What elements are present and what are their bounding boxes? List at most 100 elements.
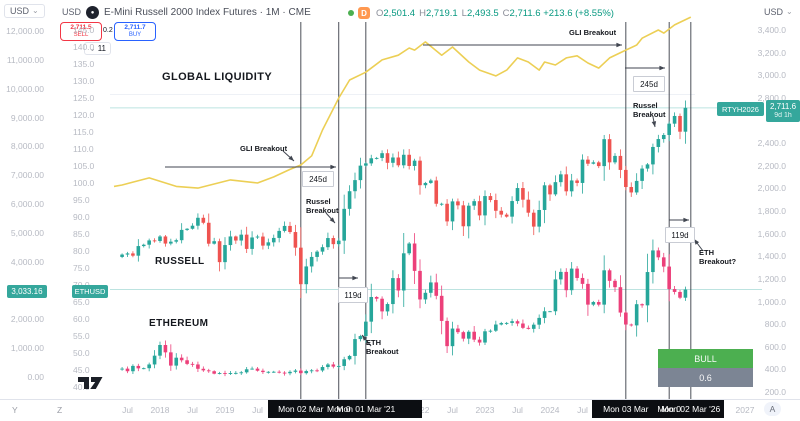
left-axis-secondary-tick: 55.0	[73, 331, 90, 341]
gli-breakout-annotation-right: GLI Breakout	[569, 28, 617, 37]
eth-symbol-badge: ETHUSD	[72, 285, 108, 298]
chevron-down-icon: ⌄	[32, 6, 39, 15]
right-axis-tick: 3,400.0	[757, 25, 786, 35]
left-axis-secondary-tick: 80.0	[73, 246, 90, 256]
left-axis-currency-dropdown[interactable]: USD ⌄	[4, 4, 45, 18]
axis-toggle-z[interactable]: Z	[57, 405, 63, 415]
gli-breakout-annotation-left: GLI Breakout	[240, 144, 288, 153]
left-axis-secondary-tick: 115.0	[73, 127, 94, 137]
eth-breakout-annotation-left: ETH Breakout	[366, 338, 399, 356]
left-axis-tick: 2,000.00	[10, 314, 44, 325]
rty-contract-badge: RTYH2026	[717, 102, 764, 116]
russell-label: RUSSELL	[155, 256, 205, 267]
sell-label: SELL	[73, 31, 89, 38]
right-axis-tick: 1,800.0	[757, 206, 786, 216]
measure-119d-left[interactable]: 119d	[338, 287, 368, 303]
right-axis-currency-dropdown[interactable]: USD ⌄	[764, 7, 793, 17]
left-axis-secondary-tick: 75.0	[73, 263, 90, 273]
left-price-axis-secondary[interactable]: 145.0 140.0 135.0 130.0 125.0 120.0 115.0 110.0…	[73, 0, 103, 409]
left-axis-secondary-tick: 120.0	[73, 110, 95, 120]
sell-price: 2,711.5	[70, 23, 92, 31]
left-axis-secondary-tick: 65.0	[73, 297, 90, 307]
rty-last-price: 2,711.6	[769, 101, 797, 111]
left-axis-secondary-tick: 140.0	[73, 42, 95, 52]
left-axis-tick: 1,000.00	[10, 343, 44, 354]
crosshair-date-label: Mon 01 Mar '21	[336, 404, 396, 414]
left-axis-tick: 5,000.00	[10, 227, 44, 238]
left-axis-secondary-tick: 105.0	[73, 161, 95, 171]
symbol-title[interactable]: E-Mini Russell 2000 Index Futures · 1M ·…	[104, 7, 311, 18]
close-value: 2,711.6	[509, 8, 541, 19]
time-axis-tick: 2027	[735, 405, 755, 415]
right-price-axis[interactable]: 3,400.0 3,200.0 3,000.0 2,800.0 2,400.0 2,200…	[710, 0, 790, 399]
right-axis-tick: 2,400.0	[757, 138, 786, 149]
high-label: H	[419, 8, 426, 19]
measure-119d-right[interactable]: 119d	[665, 227, 695, 243]
buy-button[interactable]: 2,711.7 BUY	[114, 22, 156, 41]
measure-245d-right[interactable]: 245d	[633, 76, 665, 92]
left-price-axis-primary[interactable]: 12,000.00 11,000.00 10,000.00 9,000.00 8,000…	[0, 0, 48, 399]
crosshair-date-label: Mon 0	[657, 404, 681, 414]
rty-countdown: 9d 1h	[774, 111, 792, 119]
right-axis-tick: 1,600.0	[757, 228, 786, 239]
left-axis-tick: 12,000.00	[6, 26, 44, 36]
indicators-collapse-button[interactable]: ⌄ 11	[84, 42, 112, 55]
right-axis-tick: 200.0	[764, 387, 786, 397]
eth-price-axis-badge: 3,033.16	[7, 285, 47, 298]
left-axis-secondary-tick: 135.0	[73, 59, 95, 69]
left-axis-secondary-tick: 130.0	[73, 76, 95, 86]
left-axis-secondary-tick: 50.0	[73, 348, 90, 358]
right-axis-tick: 1,000.0	[757, 296, 786, 307]
time-axis-tick: Jul	[577, 405, 588, 415]
left-axis-tick: 7,000.00	[10, 170, 44, 181]
right-axis-tick: 400.0	[764, 364, 786, 375]
time-axis-tick: 2023	[475, 405, 495, 415]
open-label: O	[376, 8, 384, 19]
left-axis-tick: 9,000.00	[10, 112, 44, 123]
currency-label: USD	[62, 7, 82, 17]
low-value: 2,493.5	[466, 8, 499, 19]
left-axis-secondary-tick: 90.0	[73, 212, 90, 222]
change-value: +213.6 (+8.55%)	[543, 8, 614, 19]
buy-price: 2,711.7	[124, 23, 146, 31]
time-axis-tick: 2024	[540, 405, 560, 415]
time-axis-tick: Jul	[512, 405, 523, 415]
ohlc-readout: O2,501.4 H2,719.1 L2,493.5 C2,711.6 +213.6 …	[376, 8, 614, 19]
left-axis-secondary-tick: 40.0	[73, 382, 90, 392]
measure-245d-left[interactable]: 245d	[302, 171, 334, 187]
time-axis-tick: 2019	[215, 405, 235, 415]
market-status-icon	[348, 10, 354, 16]
open-value: 2,501.4	[383, 8, 416, 19]
eth-breakout-annotation-right: ETH Breakout?	[699, 248, 737, 266]
delayed-data-badge[interactable]: D	[358, 7, 370, 19]
russell-breakout-annotation-left: Russel Breakout	[306, 197, 339, 215]
left-axis-tick: 6,000.00	[10, 199, 44, 209]
sell-button[interactable]: 2,711.5 SELL	[60, 22, 102, 41]
left-axis-secondary-tick: 110.0	[73, 144, 94, 154]
left-axis-secondary-tick: 45.0	[73, 365, 90, 375]
right-axis-tick: 3,000.0	[757, 70, 786, 81]
left-axis-tick: 0.00	[27, 372, 44, 382]
left-axis-secondary-tick: 95.0	[73, 195, 90, 205]
time-axis-tick: 2018	[150, 405, 170, 415]
spread-value: 0.2	[103, 27, 113, 34]
left-axis-secondary-tick: 125.0	[73, 93, 95, 103]
rty-price-axis-badge: 2,711.6 9d 1h	[766, 100, 800, 122]
tradingview-logo-icon[interactable]	[78, 372, 104, 392]
right-axis-tick: 2,800.0	[757, 92, 786, 103]
publisher-logo-icon: ●	[86, 6, 99, 19]
ethereum-label: ETHEREUM	[149, 318, 209, 329]
time-axis[interactable]: Y Z Jul2018Jul2019Jul2022Jul2023Jul2024J…	[0, 399, 800, 421]
currency-label: USD	[10, 6, 30, 16]
right-axis-tick: 2,000.0	[757, 183, 786, 194]
left-axis-tick: 8,000.00	[10, 141, 44, 152]
time-axis-tick: Jul	[252, 405, 263, 415]
right-axis-tick: 800.0	[764, 319, 786, 330]
axis-toggle-a[interactable]: A	[764, 402, 781, 416]
left-axis-secondary-currency[interactable]: USD	[62, 7, 81, 17]
close-label: C	[502, 8, 510, 19]
global-liquidity-label: GLOBAL LIQUIDITY	[162, 71, 273, 83]
chevron-down-icon: ⌄	[89, 43, 96, 53]
axis-toggle-y[interactable]: Y	[12, 405, 18, 415]
